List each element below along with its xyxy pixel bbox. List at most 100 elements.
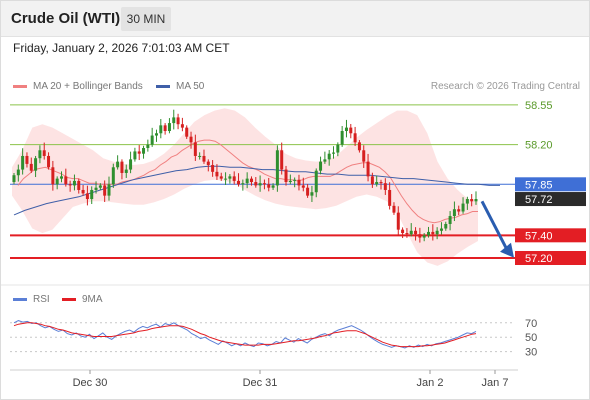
rsi-tick-label: 30 bbox=[525, 347, 537, 359]
candle-body bbox=[47, 155, 51, 168]
legend-ma20: MA 20 + Bollinger Bands bbox=[13, 81, 143, 92]
candle-body bbox=[262, 183, 266, 185]
candle-body bbox=[16, 169, 20, 176]
resistance-label: 58.55 bbox=[525, 100, 553, 112]
candle-body bbox=[474, 199, 478, 202]
header-bar: Crude Oil (WTI) 30 MIN bbox=[0, 0, 590, 37]
chart-datetime: Friday, January 2, 2026 7:01:03 AM CET bbox=[13, 41, 230, 55]
candle-body bbox=[90, 189, 94, 200]
ma50-swatch bbox=[156, 84, 170, 88]
candle-body bbox=[55, 178, 59, 185]
candle-body bbox=[379, 182, 383, 184]
candle-body bbox=[72, 180, 76, 186]
ma20-swatch bbox=[13, 84, 27, 88]
candle-body bbox=[470, 199, 474, 202]
rsi-ma-line bbox=[13, 322, 477, 348]
level-label-pivot: 57.85 bbox=[525, 179, 553, 191]
candle-body bbox=[142, 148, 146, 154]
x-tick-label: Jan 7 bbox=[482, 377, 509, 389]
rsi-tick-label: 70 bbox=[525, 318, 537, 330]
candle-body bbox=[163, 125, 167, 132]
candle-body bbox=[206, 161, 210, 166]
candle-body bbox=[332, 152, 336, 154]
copyright-text: Research © 2026 Trading Central bbox=[430, 81, 580, 92]
candle-body bbox=[427, 231, 431, 236]
candle-body bbox=[392, 205, 396, 213]
candle-body bbox=[370, 176, 374, 185]
candle-body bbox=[180, 124, 184, 128]
candle-body bbox=[319, 161, 323, 171]
candle-body bbox=[189, 136, 193, 143]
candle-body bbox=[133, 151, 137, 160]
level-label-support: 57.20 bbox=[525, 253, 553, 265]
ma50-label: MA 50 bbox=[176, 81, 205, 92]
ma9-swatch bbox=[62, 297, 76, 301]
candle-body bbox=[237, 180, 241, 185]
level-label-support: 57.40 bbox=[525, 230, 553, 242]
candle-body bbox=[85, 193, 89, 200]
level-box-support bbox=[515, 250, 586, 265]
candle-body bbox=[349, 127, 353, 134]
candle-body bbox=[159, 125, 163, 134]
candle-body bbox=[111, 167, 115, 185]
last-price-label: 57.72 bbox=[525, 194, 553, 206]
candle-body bbox=[357, 142, 361, 151]
legend-9ma: 9MA bbox=[62, 294, 103, 305]
candle-body bbox=[38, 150, 42, 159]
candle-body bbox=[288, 180, 292, 183]
x-tick-label: Jan 2 bbox=[417, 377, 444, 389]
candle-body bbox=[452, 209, 456, 217]
rsi-swatch bbox=[13, 297, 27, 301]
candle-body bbox=[25, 155, 29, 164]
candle-body bbox=[241, 183, 245, 185]
candle-body bbox=[150, 135, 154, 145]
candle-body bbox=[103, 185, 107, 196]
candle-body bbox=[314, 170, 318, 193]
candle-body bbox=[98, 185, 102, 188]
ma20-line bbox=[17, 139, 478, 224]
candle-body bbox=[439, 228, 443, 231]
candle-body bbox=[409, 230, 413, 235]
candle-body bbox=[362, 150, 366, 162]
x-tick-label: Dec 30 bbox=[73, 377, 108, 389]
candle-body bbox=[457, 209, 461, 212]
instrument-title: Crude Oil (WTI) bbox=[11, 10, 121, 27]
ma9-label: 9MA bbox=[82, 294, 103, 305]
resistance-label: 58.20 bbox=[525, 140, 553, 152]
candle-body bbox=[284, 169, 288, 183]
candle-body bbox=[137, 151, 141, 154]
candle-body bbox=[29, 163, 33, 171]
candle-body bbox=[254, 182, 258, 186]
candle-body bbox=[81, 189, 85, 194]
candle-body bbox=[94, 187, 98, 190]
candle-body bbox=[306, 187, 310, 196]
candle-body bbox=[465, 199, 469, 204]
timeframe-badge[interactable]: 30 MIN bbox=[121, 7, 171, 31]
candle-body bbox=[154, 133, 158, 136]
bollinger-band bbox=[12, 108, 478, 266]
candle-body bbox=[383, 183, 387, 190]
candle-body bbox=[34, 158, 38, 171]
candle-body bbox=[448, 216, 452, 224]
candle-body bbox=[146, 144, 150, 149]
candle-body bbox=[310, 192, 314, 196]
candle-body bbox=[21, 155, 25, 170]
candle-body bbox=[245, 178, 249, 184]
candle-body bbox=[129, 159, 133, 170]
candle-body bbox=[51, 167, 55, 185]
candle-body bbox=[297, 179, 301, 186]
candle-body bbox=[120, 161, 124, 173]
candle-body bbox=[193, 142, 197, 156]
candle-body bbox=[185, 127, 189, 137]
candle-body bbox=[176, 117, 180, 125]
candle-body bbox=[64, 176, 68, 185]
candle-body bbox=[344, 127, 348, 132]
candle-body bbox=[224, 178, 228, 180]
legend-rsi: RSI bbox=[13, 294, 50, 305]
candle-body bbox=[293, 179, 297, 181]
level-box-pivot bbox=[515, 177, 586, 192]
legend-ma50: MA 50 bbox=[156, 81, 204, 92]
candle-body bbox=[396, 212, 400, 230]
candle-body bbox=[366, 161, 370, 177]
